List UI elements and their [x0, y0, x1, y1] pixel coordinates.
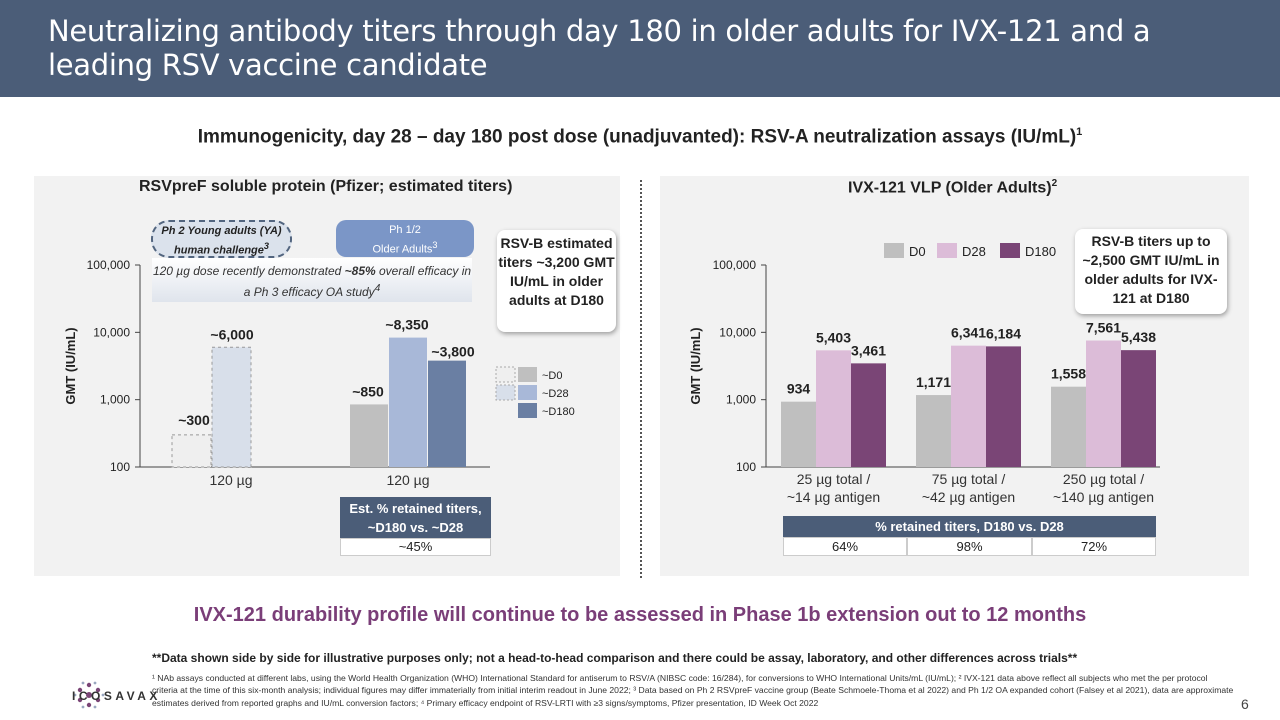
- durability-headline: IVX-121 durability profile will continue…: [193, 604, 1087, 626]
- rsv-b-callout-right: RSV-B titers up to ~2,500 GMT IU/mL in o…: [1075, 229, 1227, 314]
- right-category-label-line1: 25 µg total /: [797, 471, 871, 487]
- right-bar-d28-grp2-label: 6,341: [951, 325, 986, 341]
- efficacy-note: 120 µg dose recently demonstrated ~85% o…: [152, 258, 472, 302]
- oa-pill-line1: Ph 1/2: [389, 224, 421, 236]
- left-bar-d0-grp1: [171, 434, 212, 468]
- legend-swatch-d0: [518, 367, 537, 382]
- subtitle-text: Immunogenicity, day 28 – day 180 post do…: [197, 126, 1077, 148]
- header-bar: Neutralizing antibody titers through day…: [0, 0, 1280, 97]
- left-bar-d0-grp2-label: ~850: [352, 383, 384, 399]
- right-category-label-line1: 250 µg total /: [1063, 471, 1144, 487]
- legend-swatch-d0-dashed: [495, 366, 516, 383]
- page-number: 6: [1241, 696, 1249, 712]
- efficacy-sup: 4: [374, 283, 381, 294]
- disclaimer: **Data shown side by side for illustrati…: [152, 651, 1078, 665]
- right-bar-d0-grp1-label: 934: [787, 381, 811, 397]
- right-retained-value-2: 98%: [907, 537, 1032, 556]
- right-y-tick-label: 1,000: [726, 393, 756, 407]
- legend-swatch-d28-dashed: [495, 384, 516, 401]
- left-bar-d28-grp1: [211, 346, 252, 468]
- right-panel-title: IVX-121 VLP (Older Adults)2: [848, 178, 1057, 197]
- right-bar-d28-grp3-label: 7,561: [1086, 320, 1121, 336]
- left-bar-d28-grp2: [389, 337, 427, 467]
- right-retained-value-3: 72%: [1032, 537, 1156, 556]
- left-category-label: 120 µg: [386, 472, 429, 488]
- right-y-tick-label: 10,000: [719, 325, 756, 339]
- left-retained-header: Est. % retained titers, ~D180 vs. ~D28: [340, 497, 491, 538]
- left-bar-d28-grp2-label: ~8,350: [385, 317, 428, 333]
- right-bar-d180-grp3-label: 5,438: [1121, 329, 1156, 345]
- chart-subtitle: Immunogenicity, day 28 – day 180 post do…: [0, 126, 1280, 148]
- left-y-tick-label: 100,000: [87, 258, 131, 272]
- right-legend-label-d28: D28: [962, 244, 986, 259]
- left-bar-d28-grp1-label: ~6,000: [210, 326, 253, 342]
- left-bar-d180-grp2: [428, 360, 466, 467]
- right-bar-d28-grp1: [816, 350, 851, 467]
- icosavax-logo-icon: [73, 681, 105, 709]
- right-bar-d0-grp1: [781, 401, 816, 467]
- ya-challenge-pill: Ph 2 Young adults (YA) human challenge3: [151, 220, 292, 258]
- logo-text: ICOSAVAX: [72, 689, 161, 703]
- right-legend-swatch-d0: [884, 243, 904, 258]
- right-bar-d28-grp1-label: 5,403: [816, 329, 851, 345]
- right-panel-title-sup: 2: [1051, 178, 1058, 189]
- rsv-b-callout-left: RSV-B estimated titers ~3,200 GMT IU/mL …: [497, 230, 616, 332]
- subtitle-sup: 1: [1076, 126, 1083, 138]
- right-bar-d0-grp2: [916, 395, 951, 467]
- right-category-label-line1: 75 µg total /: [932, 471, 1006, 487]
- left-y-axis-label: GMT (IU/mL): [63, 327, 78, 404]
- left-y-tick-label: 100: [110, 460, 130, 474]
- right-legend-swatch-d180: [1000, 243, 1020, 258]
- efficacy-text-2: overall efficacy in a Ph 3 efficacy OA s…: [243, 264, 472, 299]
- legend-label-d0: ~D0: [542, 370, 563, 382]
- right-bar-d180-grp2: [986, 346, 1021, 467]
- older-adults-pill: Ph 1/2 Older Adults3: [336, 220, 474, 257]
- left-retained-value: ~45%: [340, 538, 491, 556]
- footnotes: ¹ NAb assays conducted at different labs…: [152, 673, 1234, 708]
- right-y-tick-label: 100,000: [713, 258, 757, 272]
- left-category-label: 120 µg: [209, 472, 252, 488]
- right-bar-d0-grp3-label: 1,558: [1051, 366, 1086, 382]
- legend-label-d180: ~D180: [542, 406, 575, 418]
- right-panel-title-text: IVX-121 VLP (Older Adults): [848, 179, 1052, 197]
- left-panel-title: RSVpreF soluble protein (Pfizer; estimat…: [139, 178, 513, 195]
- right-bar-d0-grp3: [1051, 386, 1086, 467]
- panel-divider: [640, 180, 642, 578]
- right-legend-swatch-d28: [937, 243, 957, 258]
- legend-swatch-d28: [518, 385, 537, 400]
- right-y-axis-label: GMT (IU/mL): [688, 327, 703, 404]
- right-category-label-line2: ~140 µg antigen: [1053, 489, 1154, 505]
- left-bar-d0-grp2: [350, 404, 388, 467]
- right-bar-d180-grp2-label: 6,184: [986, 325, 1021, 341]
- legend-label-d28: ~D28: [542, 388, 569, 400]
- right-bar-d28-grp3: [1086, 340, 1121, 467]
- legend-swatch-d180: [518, 403, 537, 418]
- left-bar-d180-grp2-label: ~3,800: [431, 344, 474, 360]
- right-category-label-line2: ~14 µg antigen: [787, 489, 880, 505]
- right-category-label-line2: ~42 µg antigen: [922, 489, 1015, 505]
- right-bar-d0-grp2-label: 1,171: [916, 374, 951, 390]
- efficacy-pct: ~85%: [344, 264, 376, 278]
- right-bar-d180-grp1: [851, 363, 886, 467]
- right-bar-d28-grp2: [951, 345, 986, 467]
- oa-pill-line2: Older Adults: [372, 243, 433, 256]
- ya-pill-line2: human challenge: [174, 244, 264, 257]
- right-bar-d180-grp1-label: 3,461: [851, 342, 886, 358]
- oa-pill-sup: 3: [432, 240, 438, 250]
- right-bar-d180-grp3: [1121, 350, 1156, 467]
- right-legend-label-d180: D180: [1025, 244, 1056, 259]
- ya-pill-sup: 3: [263, 241, 269, 251]
- left-bar-d0-grp1-label: ~300: [178, 412, 210, 428]
- right-y-tick-label: 100: [736, 460, 756, 474]
- right-retained-value-1: 64%: [783, 537, 907, 556]
- ya-pill-line1: Ph 2 Young adults (YA): [161, 225, 282, 237]
- right-retained-header: % retained titers, D180 vs. D28: [783, 516, 1156, 537]
- right-legend-label-d0: D0: [909, 244, 926, 259]
- left-y-tick-label: 1,000: [100, 393, 130, 407]
- page-title: Neutralizing antibody titers through day…: [48, 14, 1151, 82]
- left-y-tick-label: 10,000: [93, 325, 130, 339]
- efficacy-text-1: 120 µg dose recently demonstrated: [152, 264, 345, 278]
